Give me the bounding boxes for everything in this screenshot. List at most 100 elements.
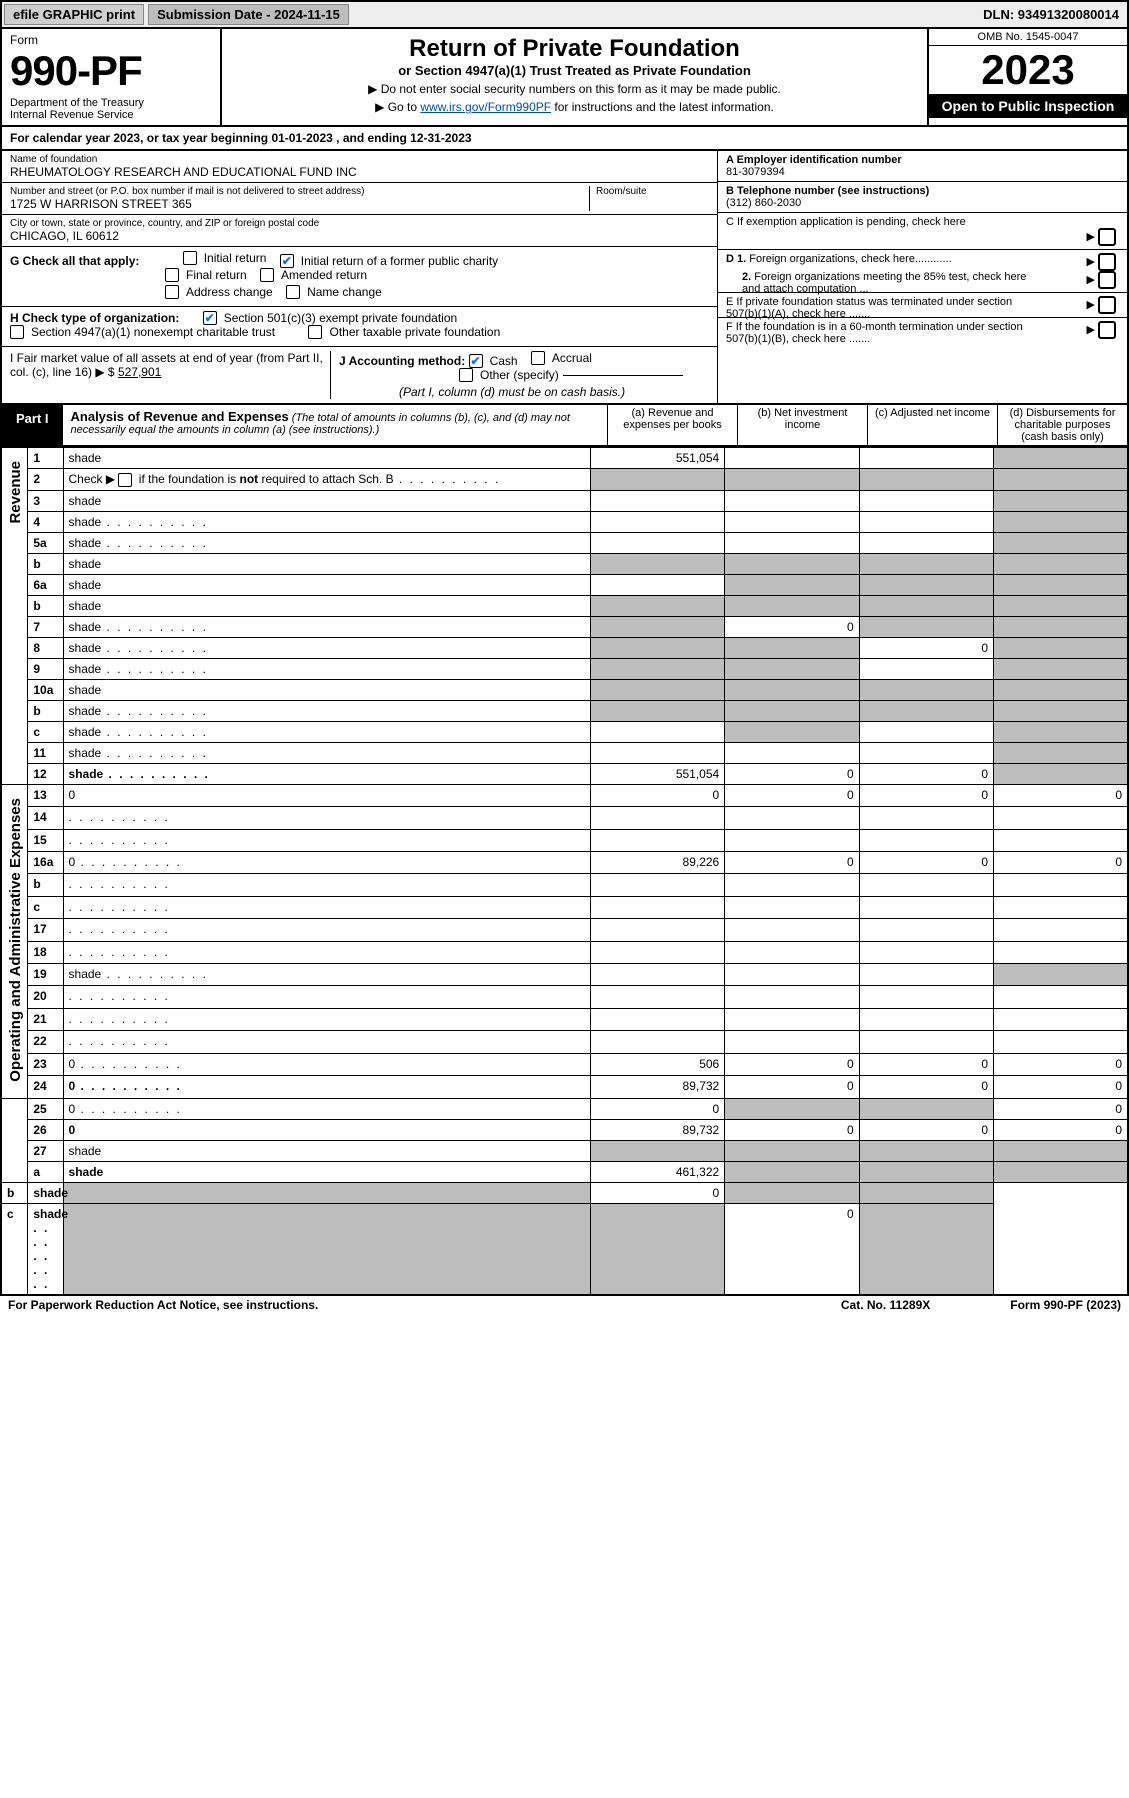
row-10a-c [859, 679, 993, 700]
row-27-d [994, 1140, 1128, 1161]
row-b-d [994, 553, 1128, 574]
row-b-d [994, 874, 1128, 896]
row-b-a [590, 595, 724, 616]
chk-initial-former[interactable] [280, 254, 294, 268]
row-15-b [725, 829, 859, 851]
row-b-c [859, 874, 993, 896]
sec-j: J Accounting method: Cash Accrual Other … [330, 351, 709, 399]
row-8-a [590, 637, 724, 658]
row-16a-c: 0 [859, 852, 993, 874]
row-1-d [994, 448, 1128, 469]
row-c-c: 0 [725, 1203, 859, 1295]
chk-d2[interactable] [1098, 271, 1116, 289]
row-13-b: 0 [725, 784, 859, 806]
row-18-d [994, 941, 1128, 963]
row-2-c [859, 469, 993, 491]
chk-address[interactable] [165, 285, 179, 299]
form-header: Form 990-PF Department of the TreasuryIn… [0, 29, 1129, 127]
row-3-a [590, 490, 724, 511]
row-b-a [63, 1182, 590, 1203]
row-a-d [994, 1161, 1128, 1182]
cal-year: For calendar year 2023, or tax year begi… [2, 127, 480, 149]
row-12-d [994, 763, 1128, 784]
row-4-c [859, 511, 993, 532]
row-13-desc: 0 [63, 784, 590, 806]
row-b-a [590, 874, 724, 896]
irs-link[interactable]: www.irs.gov/Form990PF [420, 100, 551, 114]
row-b-desc: shade [63, 595, 590, 616]
chk-initial[interactable] [183, 251, 197, 265]
sec-f: F If the foundation is in a 60-month ter… [726, 321, 1046, 345]
row-16a-desc: 0 [63, 852, 590, 874]
row-2-desc: Check ▶ if the foundation is not require… [63, 469, 590, 491]
phone-label: B Telephone number (see instructions) [726, 185, 929, 197]
row-27-c [859, 1140, 993, 1161]
row-11-b [725, 742, 859, 763]
chk-d1[interactable] [1098, 253, 1116, 271]
row-6a-d [994, 574, 1128, 595]
chk-amended[interactable] [260, 268, 274, 282]
col-c: (c) Adjusted net income [867, 405, 997, 445]
row-19-b [725, 964, 859, 986]
chk-e[interactable] [1098, 296, 1116, 314]
row-17-a [590, 919, 724, 941]
row-7-b: 0 [725, 616, 859, 637]
row-8-d [994, 637, 1128, 658]
row-20-c [859, 986, 993, 1008]
row-4-d [994, 511, 1128, 532]
submission-date: Submission Date - 2024-11-15 [148, 4, 349, 25]
row-26-desc: 0 [63, 1119, 590, 1140]
row-b-a [590, 553, 724, 574]
row-11-d [994, 742, 1128, 763]
chk-c[interactable] [1098, 228, 1116, 246]
row-14-d [994, 807, 1128, 829]
row-17-c [859, 919, 993, 941]
row-b-c [859, 595, 993, 616]
chk-4947[interactable] [10, 325, 24, 339]
row-7-c [859, 616, 993, 637]
row-b-desc [63, 874, 590, 896]
chk-final[interactable] [165, 268, 179, 282]
sec-g: G Check all that apply: Initial return I… [2, 247, 717, 307]
chk-other-tax[interactable] [308, 325, 322, 339]
chk-f[interactable] [1098, 321, 1116, 339]
row-b-d [994, 700, 1128, 721]
chk-other-acct[interactable] [459, 368, 473, 382]
col-b: (b) Net investment income [737, 405, 867, 445]
chk-cash[interactable] [469, 354, 483, 368]
chk-501c3[interactable] [203, 311, 217, 325]
row-1-c [859, 448, 993, 469]
row-17-b [725, 919, 859, 941]
row-b-c [859, 553, 993, 574]
dept: Department of the TreasuryInternal Reven… [10, 97, 212, 121]
row-16a-a: 89,226 [590, 852, 724, 874]
row-25-b [725, 1098, 859, 1119]
chk-name[interactable] [286, 285, 300, 299]
efile-btn[interactable]: efile GRAPHIC print [4, 4, 144, 25]
chk-accrual[interactable] [531, 351, 545, 365]
row-4-desc: shade [63, 511, 590, 532]
row-3-desc: shade [63, 490, 590, 511]
row-c-b [590, 1203, 724, 1295]
row-4-a [590, 511, 724, 532]
row-9-a [590, 658, 724, 679]
form-title: Return of Private Foundation [232, 35, 917, 63]
row-15-a [590, 829, 724, 851]
row-b-b [725, 874, 859, 896]
row-3-d [994, 490, 1128, 511]
row-18-a [590, 941, 724, 963]
row-23-d: 0 [994, 1053, 1128, 1075]
omb: OMB No. 1545-0047 [929, 29, 1127, 46]
ein-val: 81-3079394 [726, 166, 785, 178]
foundation-name: RHEUMATOLOGY RESEARCH AND EDUCATIONAL FU… [10, 165, 709, 179]
row-7-desc: shade [63, 616, 590, 637]
row-3-c [859, 490, 993, 511]
sec-c: C If exemption application is pending, c… [726, 216, 966, 228]
sec-i: I Fair market value of all assets at end… [10, 351, 330, 399]
row-25-a: 0 [590, 1098, 724, 1119]
row-22-a [590, 1031, 724, 1053]
row-b-c [859, 700, 993, 721]
row-20-desc [63, 986, 590, 1008]
row-19-desc: shade [63, 964, 590, 986]
row-b-b [725, 553, 859, 574]
